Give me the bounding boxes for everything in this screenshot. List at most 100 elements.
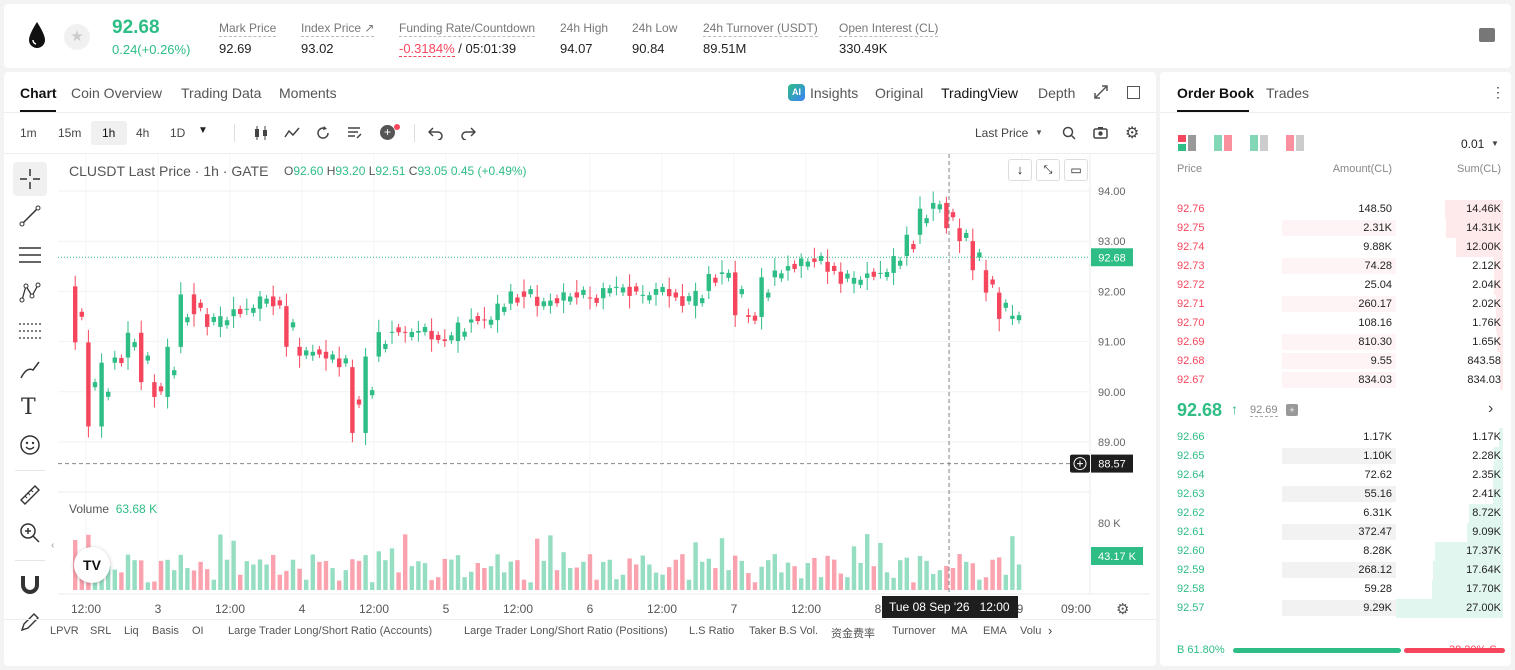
tab-chart[interactable]: Chart [20,85,57,101]
stat-funding-rate[interactable]: Funding Rate/Countdown -0.3184% / 05:01:3… [399,21,536,57]
price-chart[interactable]: 94.00 93.00 92.00 91.00 90.00 89.00 80 K 12:00 3… [58,154,1150,624]
more-menu-icon[interactable]: ⋮ [1491,84,1505,100]
brush-tool-icon[interactable] [19,358,41,380]
magnet-tool-icon[interactable] [19,573,41,595]
price-type-select[interactable]: Last Price [975,126,1029,140]
tab-trades[interactable]: Trades [1266,85,1310,101]
fullscreen-icon[interactable] [1127,86,1140,99]
view-split-icon[interactable] [1286,135,1304,151]
ask-row[interactable]: 92.70 108.16 1.76K [1168,314,1505,333]
view-asks-icon[interactable] [1250,135,1268,151]
ask-row[interactable]: 92.67 834.03 834.03 [1168,371,1505,390]
ask-row[interactable]: 92.72 25.04 2.04K [1168,276,1505,295]
tab-trading-data[interactable]: Trading Data [181,85,262,101]
indicator-1[interactable]: SRL [90,625,112,637]
camera-icon[interactable] [1093,126,1108,139]
row-price: 92.61 [1177,526,1205,538]
crosshair-tool-icon[interactable] [19,168,41,190]
bid-row[interactable]: 92.58 59.28 17.70K [1168,580,1505,599]
bid-row[interactable]: 92.66 1.17K 1.17K [1168,428,1505,447]
horizontal-lines-tool-icon[interactable] [18,245,42,265]
candle-down [535,296,540,306]
precision-dropdown-icon[interactable]: ▼ [1491,139,1499,148]
view-tradingview[interactable]: TradingView [941,85,1019,101]
time-axis-settings-icon[interactable]: ⚙ [1116,601,1130,618]
bid-row[interactable]: 92.62 6.31K 8.72K [1168,504,1505,523]
candle-up [851,277,857,284]
search-icon[interactable] [1062,126,1076,140]
collapse-icon[interactable]: ⤡ [1036,159,1060,181]
tf-1d[interactable]: 1D [170,126,186,140]
indicator-11[interactable]: MA [951,625,968,637]
chevron-right-icon[interactable]: › [1488,400,1494,417]
settings-gear-icon[interactable]: ⚙ [1125,125,1140,142]
tf-15m[interactable]: 15m [58,126,82,140]
bid-row[interactable]: 92.59 268.12 17.64K [1168,561,1505,580]
indicators-icon[interactable] [284,125,300,141]
indicator-3[interactable]: Basis [152,625,179,637]
tf-dropdown-icon[interactable]: ▼ [198,125,208,136]
book-icon[interactable] [1479,28,1495,42]
stat-mark-price[interactable]: Mark Price 92.69 [219,21,277,56]
text-tool-icon[interactable]: T [21,395,36,420]
view-insights[interactable]: Insights [810,85,859,101]
scroll-down-icon[interactable]: ↓ [1008,159,1032,181]
indicator-10[interactable]: Turnover [892,625,936,637]
ask-row[interactable]: 92.68 9.55 843.58 [1168,352,1505,371]
tf-4h[interactable]: 4h [136,126,150,140]
fib-tool-icon[interactable] [18,321,42,341]
emoji-tool-icon[interactable] [19,434,41,456]
tab-coin-overview[interactable]: Coin Overview [71,85,163,101]
precision-select[interactable]: 0.01 [1461,137,1485,151]
price-type-dropdown-icon[interactable]: ▼ [1035,128,1043,137]
bid-row[interactable]: 92.61 372.47 9.09K [1168,523,1505,542]
indicator-5[interactable]: Large Trader Long/Short Ratio (Accounts) [228,625,433,637]
ask-row[interactable]: 92.76 148.50 14.46K [1168,200,1505,219]
tab-moments[interactable]: Moments [279,85,337,101]
indicator-8[interactable]: Taker B.S Vol. [749,625,819,637]
indicator-13[interactable]: Volu [1020,625,1042,637]
trendline-tool-icon[interactable] [19,205,41,227]
bid-row[interactable]: 92.57 9.29K 27.00K [1168,599,1505,618]
pattern-tool-icon[interactable] [19,282,41,304]
add-alert-icon[interactable]: + [380,125,395,140]
bid-row[interactable]: 92.64 72.62 2.35K [1168,466,1505,485]
stat-index-price[interactable]: Index Price ↗ 93.02 [301,21,375,56]
compare-icon[interactable] [315,125,331,141]
ask-row[interactable]: 92.73 74.28 2.12K [1168,257,1505,276]
view-bids-icon[interactable] [1214,135,1232,151]
indicator-7[interactable]: L.S Ratio [689,625,735,637]
tf-1h[interactable]: 1h [102,126,116,140]
view-original[interactable]: Original [875,85,924,101]
bid-row[interactable]: 92.60 8.28K 17.37K [1168,542,1505,561]
indicator-0[interactable]: LPVR [50,625,79,637]
redo-icon[interactable] [460,126,476,140]
view-both-icon[interactable] [1178,135,1196,151]
ask-row[interactable]: 92.69 810.30 1.65K [1168,333,1505,352]
tf-1m[interactable]: 1m [20,126,37,140]
ruler-tool-icon[interactable] [19,484,41,506]
volume-bar [647,564,652,590]
ask-row[interactable]: 92.74 9.88K 12.00K [1168,238,1505,257]
collapse-left-icon[interactable]: ‹ [51,540,55,551]
candle-type-icon[interactable] [253,125,269,141]
pencil-lock-tool-icon[interactable] [19,611,41,633]
templates-icon[interactable] [347,125,363,141]
maximize-icon[interactable]: ▭ [1064,159,1088,181]
view-depth[interactable]: Depth [1038,85,1076,101]
indicator-2[interactable]: Liq [124,625,139,637]
tab-order-book[interactable]: Order Book [1177,85,1255,101]
indicator-9[interactable]: 资金费率 [831,628,875,640]
indicator-6[interactable]: Large Trader Long/Short Ratio (Positions… [464,625,668,637]
ask-row[interactable]: 92.71 260.17 2.02K [1168,295,1505,314]
bid-row[interactable]: 92.63 55.16 2.41K [1168,485,1505,504]
ask-row[interactable]: 92.75 2.31K 14.31K [1168,219,1505,238]
zoom-in-tool-icon[interactable] [19,522,41,544]
bid-row[interactable]: 92.65 1.10K 2.28K [1168,447,1505,466]
indicator-12[interactable]: EMA [983,625,1007,637]
undo-icon[interactable] [428,126,444,140]
indicator-4[interactable]: OI [192,625,204,637]
expand-icon[interactable] [1094,85,1108,99]
favorite-star-icon[interactable]: ★ [64,24,90,50]
indicator-scroll-right-icon[interactable]: › [1048,623,1053,638]
